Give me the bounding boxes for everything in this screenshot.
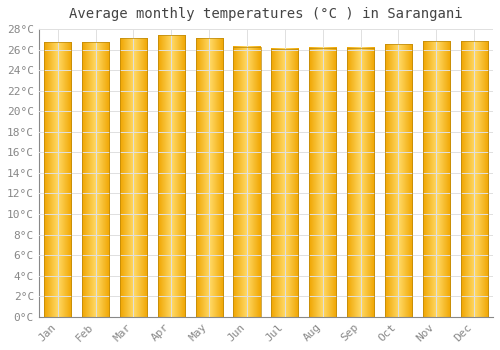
Bar	[158, 35, 185, 317]
Bar	[347, 48, 374, 317]
Bar	[120, 38, 147, 317]
Bar	[82, 42, 109, 317]
Title: Average monthly temperatures (°C ) in Sarangani: Average monthly temperatures (°C ) in Sa…	[69, 7, 462, 21]
Bar	[44, 42, 72, 317]
Bar	[422, 41, 450, 317]
Bar	[234, 47, 260, 317]
Bar	[385, 44, 412, 317]
Bar	[460, 41, 488, 317]
Bar	[271, 49, 298, 317]
Bar	[196, 38, 223, 317]
Bar	[309, 48, 336, 317]
